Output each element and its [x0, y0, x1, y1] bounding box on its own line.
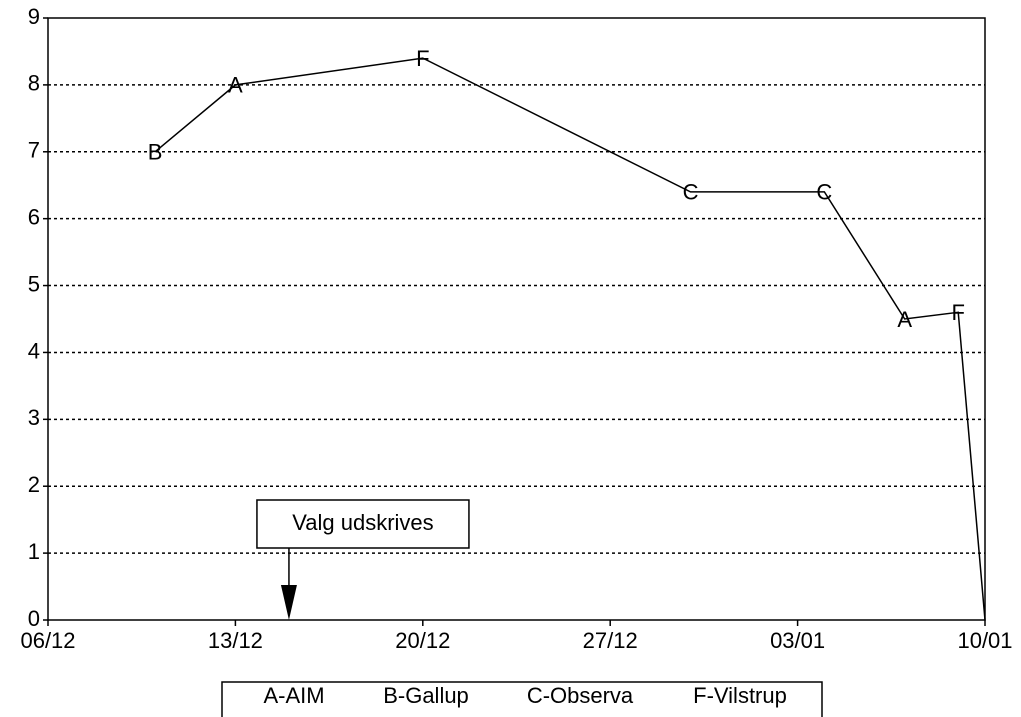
y-tick-label: 2 [28, 472, 40, 497]
y-tick-label: 7 [28, 138, 40, 163]
x-tick-label: 10/01 [957, 628, 1012, 653]
y-tick-label: 5 [28, 271, 40, 296]
point-marker: A [897, 307, 912, 332]
point-marker: C [816, 180, 832, 205]
x-tick-label: 06/12 [20, 628, 75, 653]
point-marker: A [228, 73, 243, 98]
x-tick-label: 03/01 [770, 628, 825, 653]
x-tick-label: 13/12 [208, 628, 263, 653]
y-tick-label: 1 [28, 539, 40, 564]
legend-entry: B-Gallup [383, 683, 469, 708]
legend-entry: F-Vilstrup [693, 683, 787, 708]
point-marker: C [683, 180, 699, 205]
plot-frame [47, 17, 986, 621]
annotation-box [256, 499, 470, 549]
y-tick-label: 0 [28, 606, 40, 631]
legend-entry: C-Observa [527, 683, 634, 708]
y-tick-label: 6 [28, 204, 40, 229]
point-marker: F [952, 300, 965, 325]
point-marker: B [148, 140, 163, 165]
y-tick-label: 3 [28, 405, 40, 430]
legend-entry: A-AIM [263, 683, 324, 708]
data-line [154, 57, 986, 621]
arrow-head [280, 585, 297, 620]
y-tick-label: 8 [28, 71, 40, 96]
legend-box [221, 681, 823, 717]
y-tick-label: 9 [28, 4, 40, 29]
x-tick-label: 20/12 [395, 628, 450, 653]
annotation-text: Valg udskrives [292, 510, 433, 535]
y-tick-label: 4 [28, 338, 40, 363]
point-marker: F [416, 46, 429, 71]
x-tick-label: 27/12 [583, 628, 638, 653]
